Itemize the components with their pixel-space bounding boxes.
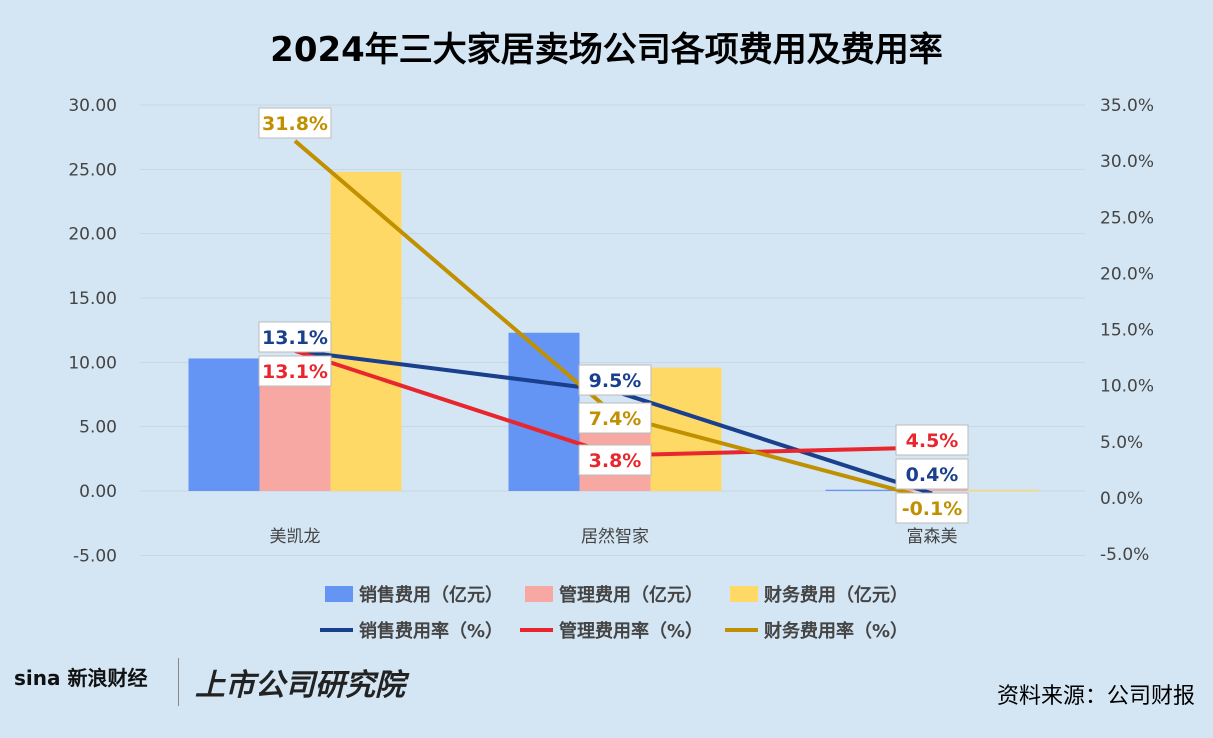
legend-swatch bbox=[325, 586, 353, 602]
x-tick-label: 美凯龙 bbox=[270, 527, 321, 547]
data-label: -0.1% bbox=[902, 498, 963, 520]
bar-1-居然智家 bbox=[508, 332, 580, 491]
bar-3-居然智家 bbox=[650, 367, 722, 491]
data-label-box bbox=[578, 444, 652, 476]
y-right-tick-label: 15.0% bbox=[1100, 321, 1154, 341]
source-note: 资料来源：公司财报 bbox=[996, 684, 1195, 709]
y-right-tick-label: -5.0% bbox=[1100, 545, 1149, 565]
bar-1-美凯龙 bbox=[188, 358, 260, 491]
data-label-box bbox=[258, 321, 332, 353]
legend-label: 管理费用（亿元） bbox=[559, 584, 703, 606]
data-label-box bbox=[895, 492, 969, 524]
y-right-tick-label: 20.0% bbox=[1100, 264, 1154, 284]
data-label: 0.4% bbox=[906, 464, 959, 486]
y-right-tick-label: 10.0% bbox=[1100, 377, 1154, 397]
legend-label: 销售费用率（%） bbox=[359, 620, 503, 642]
data-label: 31.8% bbox=[262, 113, 328, 135]
bar-3-美凯龙 bbox=[330, 171, 402, 491]
y-left-tick-label: -5.00 bbox=[73, 546, 117, 566]
y-right-tick-label: 25.0% bbox=[1100, 208, 1154, 228]
legend-label: 销售费用（亿元） bbox=[359, 584, 503, 606]
data-label: 13.1% bbox=[262, 327, 328, 349]
data-label-box bbox=[258, 107, 332, 139]
legend-label: 财务费用率（%） bbox=[764, 620, 908, 642]
chart-title: 2024年三大家居卖场公司各项费用及费用率 bbox=[270, 30, 943, 70]
bar-3-富森美 bbox=[967, 489, 1039, 491]
logo-divider bbox=[178, 658, 179, 706]
y-right-tick-label: 30.0% bbox=[1100, 152, 1154, 172]
data-label-box bbox=[578, 402, 652, 434]
y-right-tick-label: 5.0% bbox=[1100, 433, 1143, 453]
data-label-box bbox=[895, 424, 969, 456]
data-label-box bbox=[578, 364, 652, 396]
legend-label: 财务费用（亿元） bbox=[764, 584, 908, 606]
legend-swatch bbox=[730, 586, 758, 602]
data-label: 9.5% bbox=[589, 370, 642, 392]
data-label-box bbox=[258, 355, 332, 387]
y-left-tick-label: 20.00 bbox=[68, 225, 117, 245]
data-label: 13.1% bbox=[262, 361, 328, 383]
y-right-tick-label: 0.0% bbox=[1100, 489, 1143, 509]
data-label-box bbox=[895, 458, 969, 490]
y-left-tick-label: 5.00 bbox=[79, 418, 117, 438]
x-tick-label: 富森美 bbox=[907, 527, 958, 547]
y-right-tick-label: 35.0% bbox=[1100, 96, 1154, 116]
data-label: 4.5% bbox=[906, 430, 959, 452]
y-left-tick-label: 0.00 bbox=[79, 482, 117, 502]
data-label: 3.8% bbox=[589, 450, 642, 472]
data-label: 7.4% bbox=[589, 408, 642, 430]
bar-1-富森美 bbox=[825, 489, 897, 491]
y-left-tick-label: 30.00 bbox=[68, 96, 117, 116]
x-tick-label: 居然智家 bbox=[581, 527, 649, 547]
y-left-tick-label: 25.00 bbox=[68, 160, 117, 180]
research-institute-logo: 上市公司研究院 bbox=[195, 668, 405, 703]
y-left-tick-label: 15.00 bbox=[68, 289, 117, 309]
y-left-tick-label: 10.00 bbox=[68, 353, 117, 373]
legend-label: 管理费用率（%） bbox=[559, 620, 703, 642]
sina-finance-logo: sina 新浪财经 bbox=[14, 666, 148, 690]
legend-swatch bbox=[525, 586, 553, 602]
